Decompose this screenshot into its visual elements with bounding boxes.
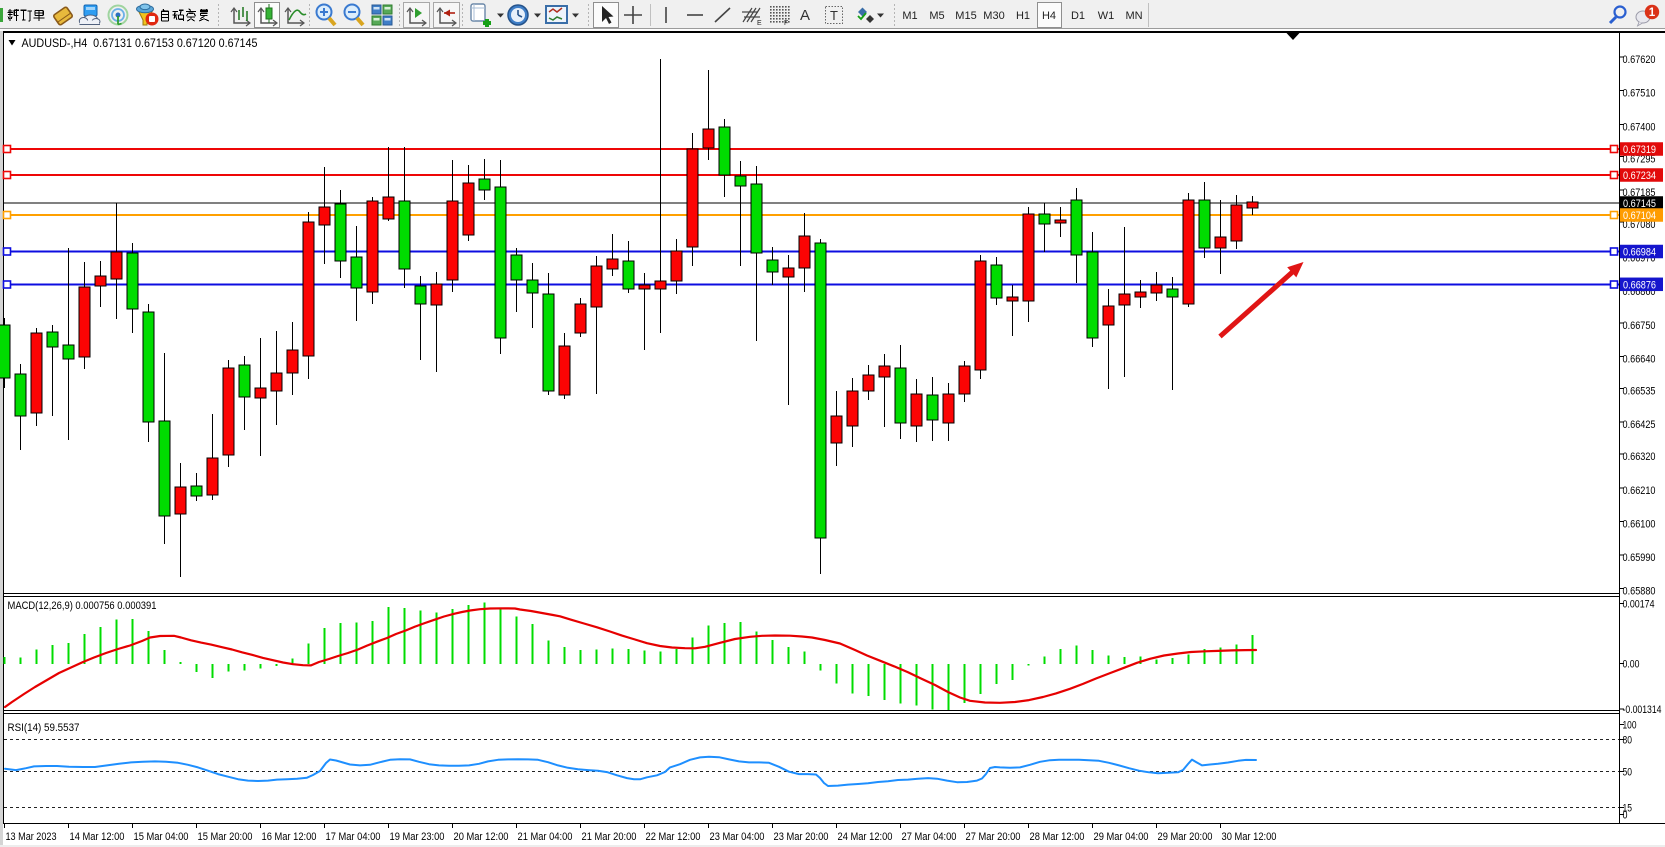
svg-text:0.66320: 0.66320 — [1623, 451, 1656, 463]
svg-text:0.66876: 0.66876 — [1623, 279, 1656, 291]
svg-text:0.66640: 0.66640 — [1623, 353, 1656, 365]
svg-text:22 Mar 12:00: 22 Mar 12:00 — [646, 831, 701, 843]
svg-text:0.66750: 0.66750 — [1623, 320, 1656, 332]
svg-text:RSI(14) 59.5537: RSI(14) 59.5537 — [8, 722, 80, 734]
svg-text:30 Mar 12:00: 30 Mar 12:00 — [1222, 831, 1277, 843]
svg-text:0.67104: 0.67104 — [1623, 210, 1656, 222]
svg-text:14 Mar 12:00: 14 Mar 12:00 — [70, 831, 125, 843]
svg-text:29 Mar 04:00: 29 Mar 04:00 — [1094, 831, 1149, 843]
svg-text:80: 80 — [1623, 735, 1633, 747]
svg-text:-0.001314: -0.001314 — [1623, 704, 1662, 716]
svg-text:21 Mar 20:00: 21 Mar 20:00 — [582, 831, 637, 843]
svg-text:27 Mar 04:00: 27 Mar 04:00 — [902, 831, 957, 843]
svg-text:0.66425: 0.66425 — [1623, 419, 1656, 431]
svg-text:0: 0 — [1623, 810, 1628, 822]
svg-text:0.67234: 0.67234 — [1623, 170, 1656, 182]
svg-text:F: F — [784, 20, 788, 27]
svg-text:AUDUSD-,H4 0.67131 0.67153 0.: AUDUSD-,H4 0.67131 0.67153 0.67120 0.671… — [22, 36, 258, 50]
svg-text:0.67400: 0.67400 — [1623, 121, 1656, 133]
svg-text:0.65990: 0.65990 — [1623, 552, 1656, 564]
svg-text:0.66100: 0.66100 — [1623, 518, 1656, 530]
svg-text:100: 100 — [1623, 719, 1637, 731]
svg-text:13 Mar 2023: 13 Mar 2023 — [6, 831, 57, 843]
svg-text:M30: M30 — [983, 10, 1004, 22]
svg-text:H4: H4 — [1042, 10, 1056, 22]
svg-text:23 Mar 20:00: 23 Mar 20:00 — [774, 831, 829, 843]
svg-text:28 Mar 12:00: 28 Mar 12:00 — [1030, 831, 1085, 843]
svg-text:MACD(12,26,9) 0.000756 0.00039: MACD(12,26,9) 0.000756 0.000391 — [8, 600, 157, 612]
svg-text:0.67510: 0.67510 — [1623, 88, 1656, 100]
svg-text:15: 15 — [1623, 803, 1633, 815]
svg-text:0.65880: 0.65880 — [1623, 586, 1656, 598]
svg-text:16 Mar 12:00: 16 Mar 12:00 — [262, 831, 317, 843]
svg-text:0.67185: 0.67185 — [1623, 187, 1656, 199]
svg-text:D1: D1 — [1071, 10, 1085, 22]
svg-text:T: T — [830, 8, 838, 23]
svg-text:W1: W1 — [1098, 10, 1115, 22]
svg-text:50: 50 — [1623, 767, 1633, 779]
svg-text:M15: M15 — [955, 10, 976, 22]
svg-text:23 Mar 04:00: 23 Mar 04:00 — [710, 831, 765, 843]
svg-text:0.67080: 0.67080 — [1623, 219, 1656, 231]
svg-text:MN: MN — [1125, 10, 1142, 22]
svg-text:15 Mar 04:00: 15 Mar 04:00 — [134, 831, 189, 843]
svg-text:M1: M1 — [902, 10, 917, 22]
svg-text:24 Mar 12:00: 24 Mar 12:00 — [838, 831, 893, 843]
svg-text:0.00: 0.00 — [1623, 659, 1640, 671]
svg-text:0.66210: 0.66210 — [1623, 485, 1656, 497]
svg-text:0.00174: 0.00174 — [1623, 599, 1655, 611]
svg-text:0.66535: 0.66535 — [1623, 386, 1656, 398]
svg-text:0.67319: 0.67319 — [1623, 144, 1656, 156]
svg-text:0.67145: 0.67145 — [1623, 198, 1656, 210]
svg-text:15 Mar 20:00: 15 Mar 20:00 — [198, 831, 253, 843]
svg-text:17 Mar 04:00: 17 Mar 04:00 — [326, 831, 381, 843]
svg-text:M5: M5 — [929, 10, 944, 22]
svg-text:0.66984: 0.66984 — [1623, 247, 1656, 259]
svg-text:19 Mar 23:00: 19 Mar 23:00 — [390, 831, 445, 843]
svg-text:1: 1 — [1649, 7, 1656, 19]
svg-text:21 Mar 04:00: 21 Mar 04:00 — [518, 831, 573, 843]
svg-text:H1: H1 — [1016, 10, 1030, 22]
svg-text:E: E — [757, 20, 762, 27]
svg-text:0.67620: 0.67620 — [1623, 54, 1656, 66]
svg-text:A: A — [800, 7, 810, 24]
svg-text:27 Mar 20:00: 27 Mar 20:00 — [966, 831, 1021, 843]
svg-text:29 Mar 20:00: 29 Mar 20:00 — [1158, 831, 1213, 843]
svg-text:0.67295: 0.67295 — [1623, 153, 1656, 165]
svg-text:20 Mar 12:00: 20 Mar 12:00 — [454, 831, 509, 843]
